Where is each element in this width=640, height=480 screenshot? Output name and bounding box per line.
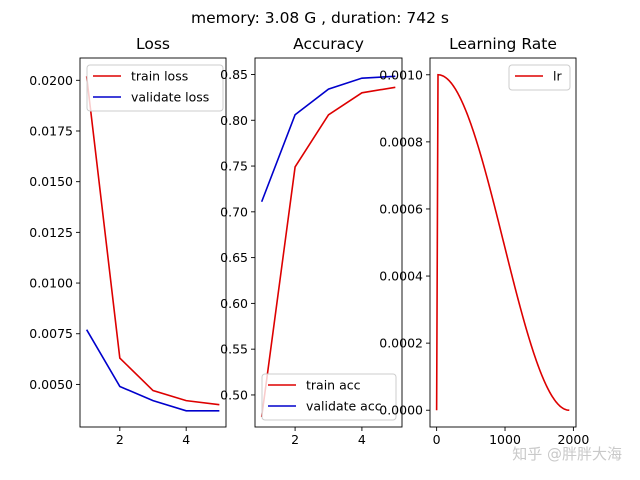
learning-rate-series-lr-line bbox=[435, 73, 570, 412]
loss-ytick-label: 0.0125 bbox=[29, 225, 73, 240]
loss-series-train-loss-line bbox=[85, 76, 220, 406]
accuracy-xtick-label: 4 bbox=[358, 432, 366, 447]
watermark-text: 知乎 @胖胖大海 bbox=[512, 445, 622, 463]
accuracy-ytick-label: 0.60 bbox=[220, 296, 248, 311]
loss-ytick-label: 0.0100 bbox=[29, 276, 73, 291]
accuracy-ytick-label: 0.50 bbox=[220, 387, 248, 402]
accuracy-ytick-label: 0.70 bbox=[220, 204, 248, 219]
accuracy-ytick-label: 0.55 bbox=[220, 342, 248, 357]
accuracy-series-validate-acc-line bbox=[260, 75, 396, 203]
accuracy-legend-label: validate acc bbox=[306, 399, 382, 414]
accuracy-ytick-label: 0.65 bbox=[220, 250, 248, 265]
figure-suptitle: memory: 3.08 G , duration: 742 s bbox=[191, 9, 449, 27]
loss-ytick-label: 0.0075 bbox=[29, 326, 73, 341]
accuracy-ytick-label: 0.75 bbox=[220, 159, 248, 174]
accuracy-legend-label: train acc bbox=[306, 378, 361, 393]
accuracy-series-train-acc-line bbox=[260, 86, 396, 418]
accuracy-title: Accuracy bbox=[293, 35, 364, 53]
learning-rate-ytick-label: 0.0004 bbox=[379, 269, 423, 284]
loss-legend-label: train loss bbox=[131, 69, 188, 84]
learning-rate-axes-frame bbox=[429, 57, 577, 428]
learning-rate-xtick-label: 2000 bbox=[557, 432, 589, 447]
loss-xtick-label: 2 bbox=[116, 432, 124, 447]
learning-rate-ytick-label: 0.0008 bbox=[379, 134, 423, 149]
learning-rate-ytick-label: 0.0000 bbox=[379, 403, 423, 418]
learning-rate-ytick-label: 0.0010 bbox=[379, 67, 423, 82]
loss-title: Loss bbox=[136, 35, 170, 53]
learning-rate-legend-label: lr bbox=[553, 69, 562, 84]
learning-rate-ytick-label: 0.0002 bbox=[379, 336, 423, 351]
learning-rate-ytick-label: 0.0006 bbox=[379, 201, 423, 216]
learning-rate-legend-box bbox=[508, 64, 571, 91]
loss-axes-frame bbox=[79, 57, 227, 428]
accuracy-xtick-label: 2 bbox=[291, 432, 299, 447]
accuracy-ytick-label: 0.85 bbox=[220, 67, 248, 82]
loss-ytick-label: 0.0175 bbox=[29, 123, 73, 138]
loss-xtick-label: 4 bbox=[182, 432, 190, 447]
loss-chart-panel: Loss 2 4 0.0050 0.0075 0.0100 0.0125 0.0150 0.01… bbox=[29, 35, 227, 447]
accuracy-axes-frame bbox=[254, 57, 403, 428]
accuracy-ytick-label: 0.80 bbox=[220, 113, 248, 128]
learning-rate-xtick-label: 0 bbox=[433, 432, 441, 447]
loss-ytick-label: 0.0150 bbox=[29, 174, 73, 189]
learning-rate-chart-panel: Learning Rate 0 1000 2000 0.0000 0.0002 0.0004… bbox=[379, 35, 589, 447]
loss-ytick-label: 0.0200 bbox=[29, 73, 73, 88]
learning-rate-xtick-label: 1000 bbox=[489, 432, 521, 447]
accuracy-chart-panel: Accuracy 2 4 0.50 0.55 0.60 0.65 0.70 0.75 0.80 0.… bbox=[220, 35, 403, 447]
loss-ytick-label: 0.0050 bbox=[29, 377, 73, 392]
learning-rate-title: Learning Rate bbox=[449, 35, 557, 53]
loss-series-validate-loss-line bbox=[85, 329, 220, 412]
loss-legend-label: validate loss bbox=[131, 90, 209, 105]
